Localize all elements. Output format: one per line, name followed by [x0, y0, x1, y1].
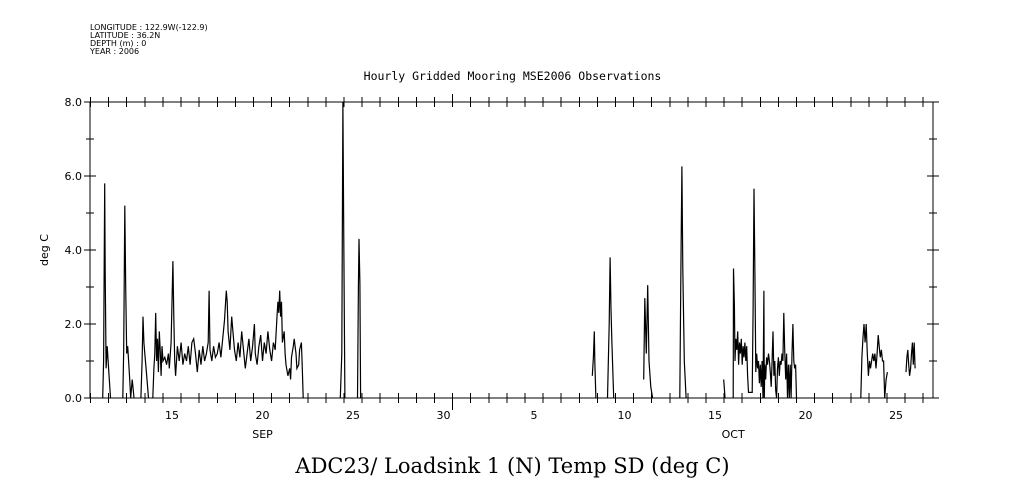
x-tick-label: 20 [799, 409, 813, 422]
header-depth: DEPTH (m) : 0 [90, 39, 147, 48]
y-tick-label: 2.0 [65, 318, 83, 331]
data-series-segment [679, 166, 687, 399]
x-tick-label: 15 [708, 409, 722, 422]
y-axis-label: deg C [38, 234, 51, 266]
data-series-segment [643, 285, 654, 399]
data-series-segment [905, 342, 916, 376]
header-longitude: LONGITUDE : 122.9W(-122.9) [90, 23, 208, 32]
x-tick-label: 5 [531, 409, 538, 422]
header-year: YEAR : 2006 [90, 47, 140, 56]
x-tick-label: 20 [256, 409, 270, 422]
y-tick-label: 0.0 [65, 392, 83, 405]
month-label: OCT [722, 428, 745, 441]
x-tick-label: 25 [889, 409, 903, 422]
data-series-segment [140, 316, 150, 399]
data-series-segment [102, 183, 112, 399]
x-tick-label: 30 [437, 409, 451, 422]
chart-title: Hourly Gridded Mooring MSE2006 Observati… [363, 69, 662, 83]
y-tick-label: 6.0 [65, 170, 83, 183]
data-series-segment [339, 101, 346, 399]
data-series-segment [122, 205, 135, 399]
y-tick-label: 4.0 [65, 244, 83, 257]
data-series-segment [356, 238, 362, 399]
header-latitude: LATITUDE : 36.2N [90, 31, 161, 40]
month-label: SEP [252, 428, 273, 441]
data-series-segment [732, 188, 798, 399]
data-series-segment [723, 379, 726, 399]
data-series-segment [606, 257, 615, 399]
x-tick-label: 25 [346, 409, 360, 422]
y-tick-label: 8.0 [65, 96, 83, 109]
data-series-segment [591, 331, 597, 399]
x-tick-label: 15 [165, 409, 179, 422]
plot-frame [89, 101, 934, 399]
variable-title: ADC23/ Loadsink 1 (N) Temp SD (deg C) [295, 454, 730, 478]
data-series-segment [860, 323, 888, 399]
data-series-segment [152, 261, 304, 399]
x-tick-label: 10 [618, 409, 632, 422]
